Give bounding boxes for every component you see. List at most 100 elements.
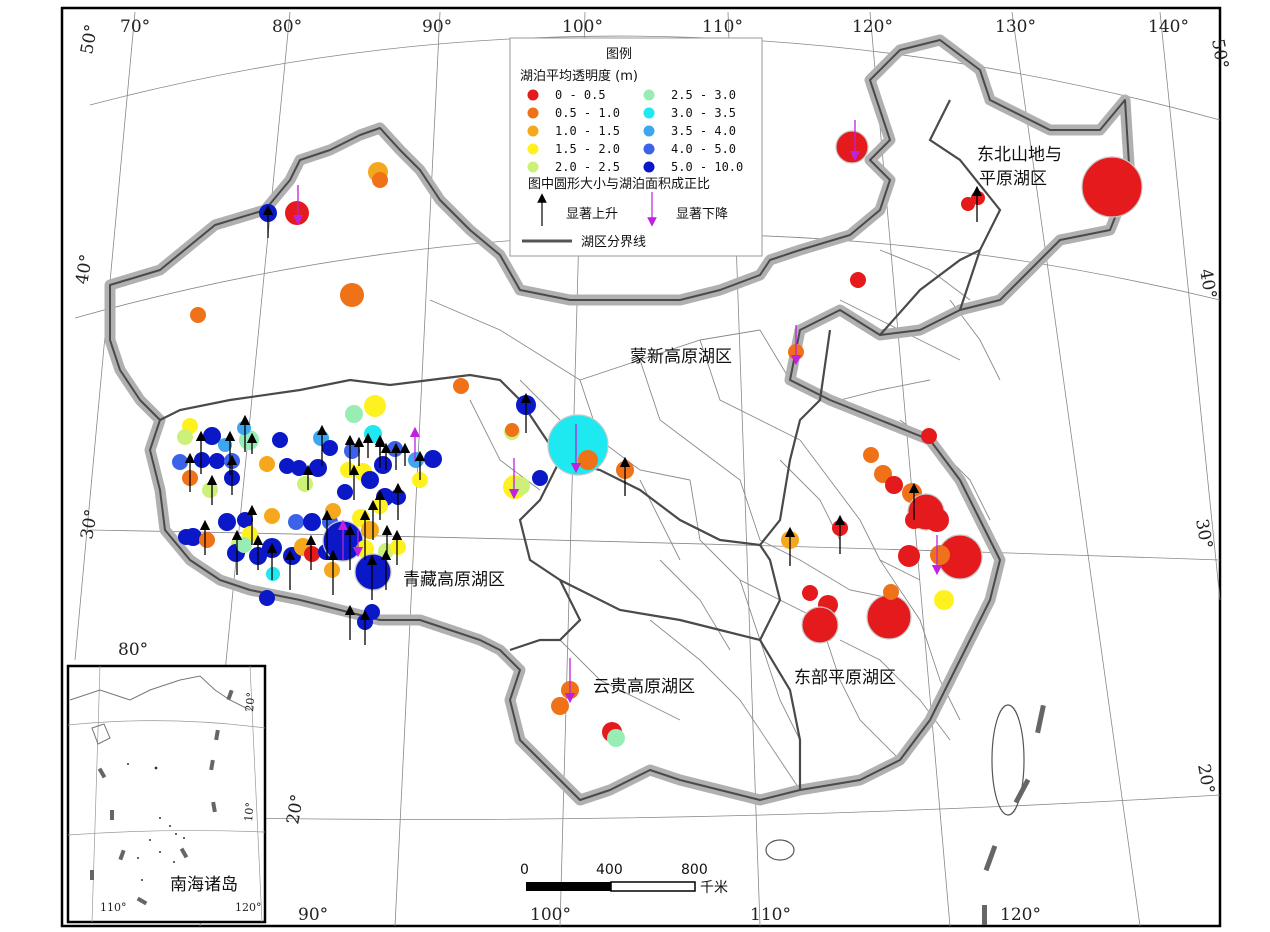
lake-marker bbox=[209, 453, 225, 469]
lake-marker bbox=[337, 484, 353, 500]
legend-swatch bbox=[527, 161, 539, 173]
lake-marker bbox=[264, 508, 280, 524]
lake-marker bbox=[237, 421, 251, 435]
lake-marker bbox=[607, 729, 625, 747]
lake-marker bbox=[374, 456, 392, 474]
lake-marker bbox=[835, 130, 869, 164]
lake-marker bbox=[578, 450, 598, 470]
lake-marker bbox=[898, 545, 920, 567]
lake-marker bbox=[863, 447, 879, 463]
lake-marker bbox=[199, 532, 215, 548]
lake-marker bbox=[266, 567, 280, 581]
lake-marker bbox=[883, 584, 899, 600]
lake-marker bbox=[547, 414, 609, 476]
lake-marker bbox=[361, 521, 379, 539]
lake-marker bbox=[309, 459, 327, 477]
lake-marker bbox=[505, 423, 519, 437]
legend-swatch bbox=[527, 107, 539, 119]
lake-marker bbox=[340, 283, 364, 307]
lake-marker bbox=[925, 508, 949, 532]
lake-marker bbox=[259, 590, 275, 606]
lake-marker bbox=[304, 546, 320, 562]
legend-box bbox=[509, 37, 763, 257]
lake-marker bbox=[364, 425, 382, 443]
lon-label-bottom-90: 90° bbox=[298, 905, 328, 925]
lake-marker bbox=[285, 201, 309, 225]
legend-class-label: 2.5 - 3.0 bbox=[671, 88, 736, 102]
inset-title: 南海诸岛 bbox=[170, 875, 238, 895]
lake-marker bbox=[303, 513, 321, 531]
inset-lon-120: 120° bbox=[235, 901, 262, 914]
legend-class-label: 0 - 0.5 bbox=[555, 88, 606, 102]
legend-subtitle: 湖泊平均透明度 (m) bbox=[520, 68, 638, 84]
scale-tick-800: 800 bbox=[681, 862, 708, 878]
lake-marker bbox=[203, 427, 221, 445]
lake-marker bbox=[364, 395, 386, 417]
lake-marker bbox=[551, 697, 569, 715]
lake-marker bbox=[291, 460, 307, 476]
lake-marker bbox=[387, 441, 403, 457]
scale-segment-white bbox=[610, 881, 696, 892]
lake-marker bbox=[236, 537, 252, 553]
lake-marker bbox=[202, 482, 218, 498]
lon-label-left-80: 80° bbox=[118, 640, 148, 660]
lake-marker bbox=[345, 405, 363, 423]
lon-label-bottom-120: 120° bbox=[1000, 905, 1041, 925]
legend-class-label: 3.0 - 3.5 bbox=[671, 106, 736, 120]
legend-swatch bbox=[643, 89, 655, 101]
lake-marker bbox=[802, 585, 818, 601]
graticule-bottom-labels: 90° 100° 110° 120° bbox=[298, 905, 1041, 925]
legend-swatch bbox=[643, 161, 655, 173]
scale-segment-black bbox=[526, 882, 611, 891]
lake-marker bbox=[885, 476, 903, 494]
scale-tick-0: 0 bbox=[520, 862, 529, 878]
lake-marker bbox=[259, 456, 275, 472]
lake-marker bbox=[930, 545, 950, 565]
lake-marker bbox=[190, 307, 206, 323]
lake-marker bbox=[850, 272, 866, 288]
lake-marker bbox=[237, 512, 253, 528]
lon-label-140: 140° bbox=[1148, 17, 1189, 37]
lake-marker bbox=[532, 470, 548, 486]
lake-marker bbox=[279, 458, 295, 474]
boundary-dash bbox=[982, 905, 987, 925]
lon-label-bottom-110: 110° bbox=[750, 905, 791, 925]
lon-label-80: 80° bbox=[272, 17, 302, 37]
scale-bar: 0 400 800 千米 bbox=[520, 862, 728, 896]
lake-marker bbox=[172, 454, 188, 470]
region-label-yungui: 云贵高原湖区 bbox=[593, 677, 695, 697]
lake-marker bbox=[921, 428, 937, 444]
lake-marker bbox=[288, 514, 304, 530]
lake-marker bbox=[866, 594, 912, 640]
hainan-island bbox=[765, 839, 795, 861]
lake-marker bbox=[801, 606, 839, 644]
lon-label-100: 100° bbox=[562, 17, 603, 37]
legend-title: 图例 bbox=[606, 47, 632, 62]
lake-marker bbox=[408, 452, 424, 468]
lon-label-90: 90° bbox=[422, 17, 452, 37]
inset-lon-110: 110° bbox=[100, 901, 127, 914]
scale-unit: 千米 bbox=[700, 880, 728, 896]
lon-label-70: 70° bbox=[120, 17, 150, 37]
lake-marker bbox=[178, 529, 194, 545]
graticule-top-labels: 70° 80° 90° 100° 110° 120° 130° 140° bbox=[120, 17, 1189, 37]
inset-lat-20: 20° bbox=[243, 692, 258, 713]
legend-classes: 0 - 0.5 0.5 - 1.0 1.0 - 1.5 1.5 - 2.0 2.0 - … bbox=[527, 88, 743, 174]
region-label-northeast-1: 东北山地与 bbox=[977, 145, 1062, 165]
legend-swatch bbox=[527, 125, 539, 137]
lake-marker bbox=[194, 452, 210, 468]
lake-marker bbox=[512, 477, 530, 495]
taiwan-island bbox=[991, 704, 1025, 816]
lake-marker bbox=[372, 172, 388, 188]
trend-arrows-layer bbox=[184, 120, 983, 704]
legend-class-label: 5.0 - 10.0 bbox=[671, 160, 743, 174]
lake-marker bbox=[934, 590, 954, 610]
legend-swatch bbox=[527, 143, 539, 155]
region-label-mengxin: 蒙新高原湖区 bbox=[630, 347, 732, 367]
legend-boundary-label: 湖区分界线 bbox=[581, 235, 646, 250]
lake-marker bbox=[354, 553, 392, 591]
inset-frame bbox=[66, 664, 267, 924]
lake-marker bbox=[971, 191, 985, 205]
lake-marker bbox=[324, 562, 340, 578]
